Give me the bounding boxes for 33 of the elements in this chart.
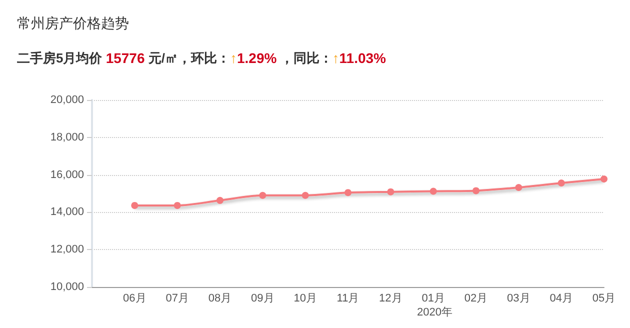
point [216,196,224,204]
point [600,175,608,182]
text: 2020年 [417,306,453,318]
x-tick-label: 06月 [123,292,146,304]
x-tick-label: 11月 [336,292,360,304]
y-tick-label: 12,000 [50,244,84,256]
x-tick-label: 02月 [464,292,488,304]
chart-title: 常州房产价格趋势 [17,16,129,32]
point [259,192,266,199]
y-tick-label: 16,000 [50,168,84,181]
point [302,192,309,199]
x-tick-label: 03月 [507,292,530,304]
x-tick-label: 10月 [294,292,317,304]
y-tick-label: 14,000 [50,206,84,218]
x-tick-label: 09月 [251,292,274,304]
y-tick-label: 10,000 [50,281,84,293]
y-tick-label: 20,000 [50,94,84,106]
point [430,188,437,195]
x-tick-label: 05月 [592,292,616,304]
point [472,187,480,194]
point [174,202,181,209]
point [344,189,352,196]
x-tick-label: 04月 [550,292,573,304]
y-tick-label: 18,000 [50,131,84,144]
point [131,202,138,209]
x-tick-label: 08月 [208,292,232,304]
point [515,184,522,192]
x-tick-label: 07月 [166,292,189,304]
chart-subtitle: 二手房5月均价 15776 元/㎡，环比：↑1.29% ，同比：↑11.03% [17,50,387,66]
point [387,188,394,196]
x-tick-label: 01月 [422,292,445,304]
x-tick-label: 12月 [379,292,402,304]
point [558,180,565,187]
